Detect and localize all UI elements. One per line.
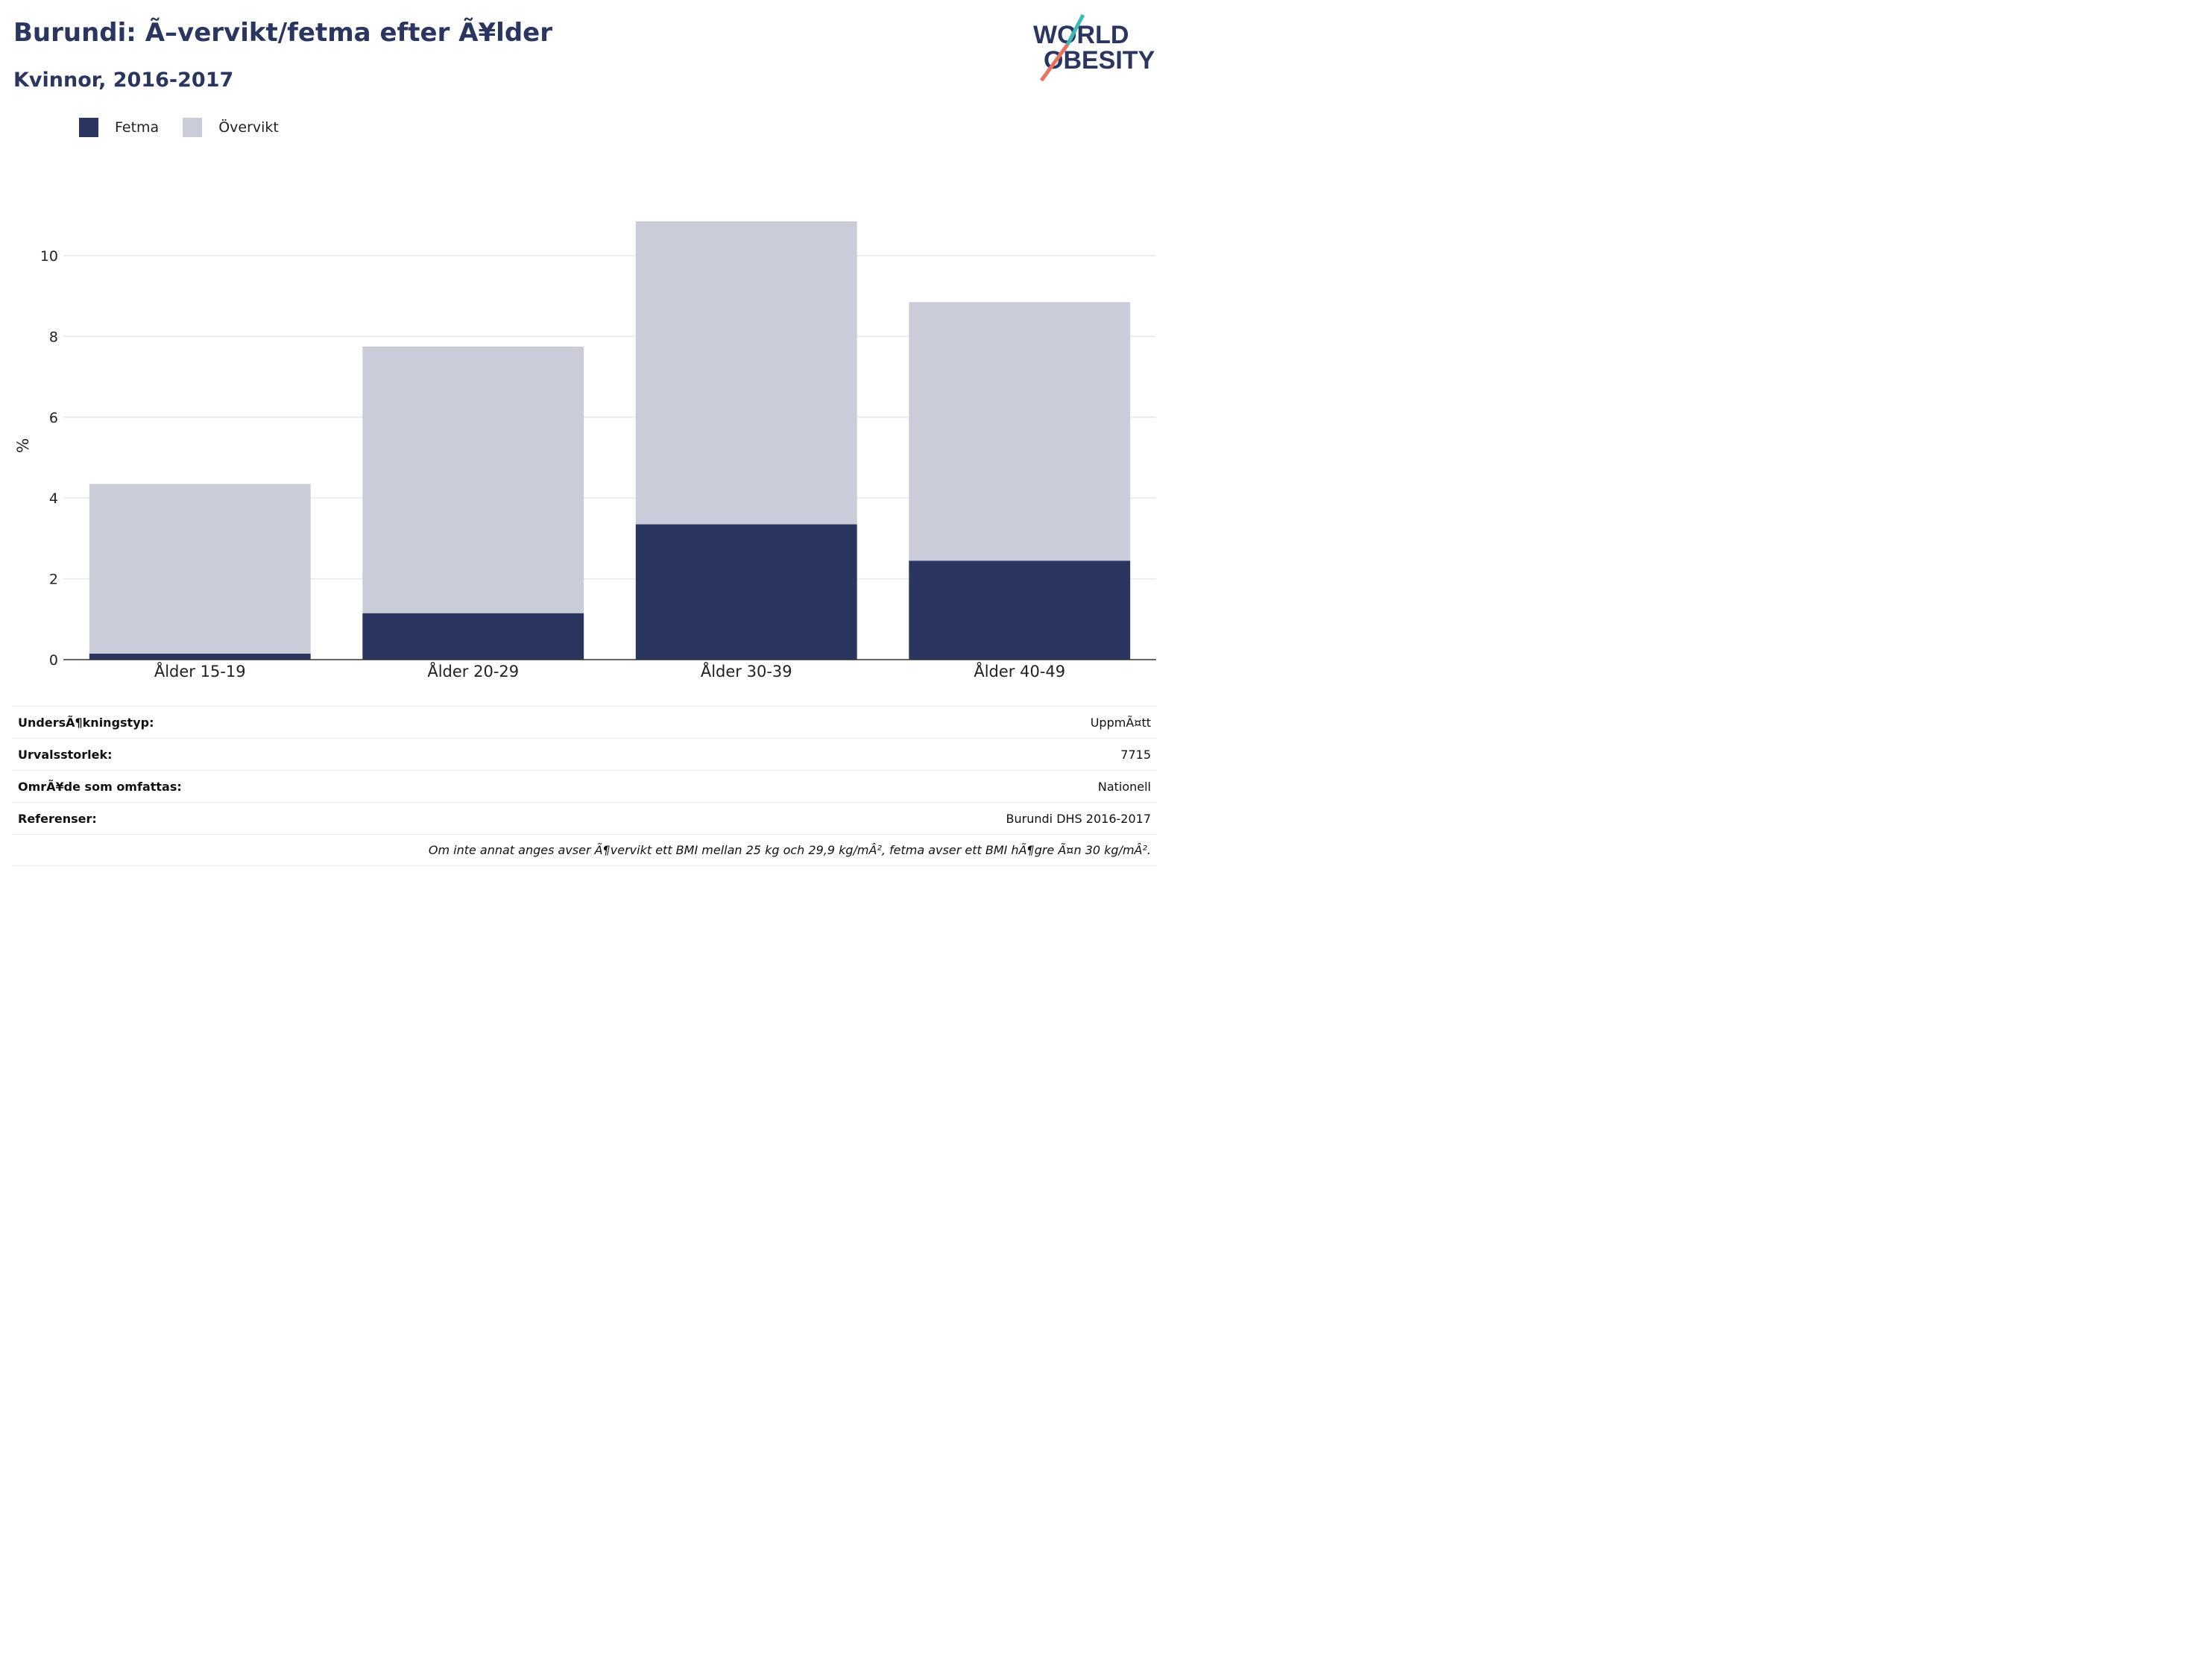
bar-chart: 0 2 4 6 8 10% Ålder 15-19 Ålder 20-29 Ålder 30-3… xyxy=(14,221,1156,680)
legend-item-fetma[interactable]: Fetma xyxy=(79,118,159,137)
info-value: Nationell xyxy=(1097,779,1151,794)
y-tick-label: 0 xyxy=(49,652,58,669)
bar-overvikt xyxy=(89,484,311,654)
legend-label-overvikt: Övervikt xyxy=(218,119,279,136)
info-label: OmrÃ¥de som omfattas: xyxy=(18,779,182,794)
y-axis-label: % xyxy=(14,438,32,453)
bar-fetma xyxy=(909,560,1131,660)
info-label: Referenser: xyxy=(18,811,97,826)
x-tick-label: Ålder 20-29 xyxy=(427,661,519,680)
chart-subtitle: Kvinnor, 2016-2017 xyxy=(13,69,234,92)
bar-fetma xyxy=(89,653,311,660)
info-row-area-covered: OmrÃ¥de som omfattas: Nationell xyxy=(12,770,1157,802)
survey-info-table: UndersÃ¶kningstyp: UppmÃ¤tt Urvalsstorle… xyxy=(12,706,1157,866)
info-row-sample-size: Urvalsstorlek: 7715 xyxy=(12,738,1157,770)
info-label: Urvalsstorlek: xyxy=(18,747,113,762)
legend-swatch-overvikt xyxy=(183,118,203,137)
bar-fetma xyxy=(362,613,584,660)
y-tick-label: 10 xyxy=(40,248,58,265)
chart-title: Burundi: Ã–vervikt/fetma efter Ã¥lder xyxy=(13,18,552,48)
info-value: UppmÃ¤tt xyxy=(1090,715,1151,730)
info-row-survey-type: UndersÃ¶kningstyp: UppmÃ¤tt xyxy=(12,706,1157,738)
bmi-definition-note: Om inte annat anges avser Ã¶vervikt ett … xyxy=(428,843,1151,857)
x-tick-label: Ålder 30-39 xyxy=(701,661,792,680)
info-value: 7715 xyxy=(1120,747,1151,762)
y-tick-label: 8 xyxy=(49,329,58,345)
info-row-note: Om inte annat anges avser Ã¶vervikt ett … xyxy=(12,834,1157,866)
world-obesity-logo: WORLD OBESITY xyxy=(1033,13,1155,82)
info-value: Burundi DHS 2016-2017 xyxy=(1006,811,1151,826)
legend-swatch-fetma xyxy=(79,118,98,137)
logo-slash-coral xyxy=(1039,43,1070,82)
bar-overvikt xyxy=(909,302,1131,561)
bar-overvikt xyxy=(635,221,857,525)
chart-legend: Fetma Övervikt xyxy=(79,118,303,137)
legend-item-overvikt[interactable]: Övervikt xyxy=(183,118,279,137)
y-tick-label: 2 xyxy=(49,572,58,588)
info-row-references: Referenser: Burundi DHS 2016-2017 xyxy=(12,802,1157,834)
logo-slash-teal xyxy=(1065,13,1085,46)
x-tick-label: Ålder 40-49 xyxy=(974,661,1065,680)
legend-label-fetma: Fetma xyxy=(115,119,160,136)
x-tick-label: Ålder 15-19 xyxy=(154,661,246,680)
y-tick-label: 6 xyxy=(49,410,58,426)
y-tick-label: 4 xyxy=(49,490,58,507)
logo-line-1: WORLD xyxy=(1033,21,1129,49)
info-label: UndersÃ¶kningstyp: xyxy=(18,715,154,730)
bar-fetma xyxy=(635,524,857,660)
bar-overvikt xyxy=(362,346,584,613)
